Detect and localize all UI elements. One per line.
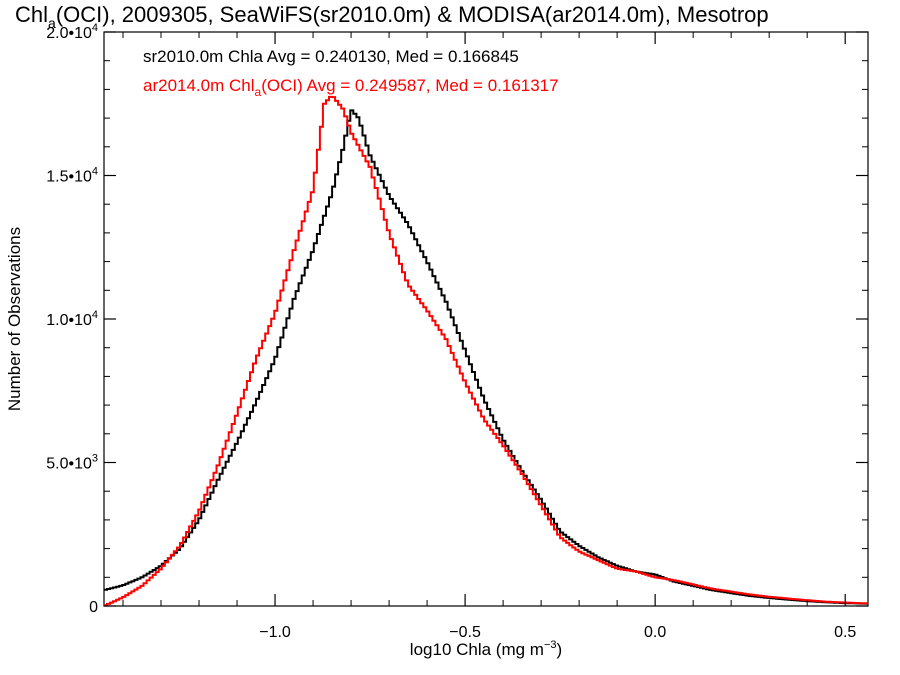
x-axis-label: log10 Chla (mg m−3) [410, 639, 562, 659]
legend-entry: ar2014.0m Chla(OCI) Avg = 0.249587, Med … [143, 76, 559, 99]
plot-area [103, 31, 869, 607]
y-tick-label: 1.0•104 [46, 309, 98, 329]
x-tick-label: −1.0 [259, 624, 291, 641]
series-line-2 [104, 95, 869, 607]
plot-frame [103, 31, 869, 607]
y-axis-label: Number of Observations [5, 227, 24, 411]
x-tick-label: 0.5 [834, 624, 856, 641]
series-line-1 [104, 109, 869, 605]
y-tick-label: 1.5•104 [46, 166, 98, 186]
y-tick-label: 2.0•104 [46, 22, 98, 42]
ticks-layer: −1.0 −0.5 0.0 0.5 0 5.0•103 1.0•104 1.5•104 2.0•… [46, 22, 868, 641]
legend: sr2010.0m Chla Avg = 0.240130, Med = 0.1… [143, 47, 559, 99]
series-layer [104, 95, 869, 607]
chart-title: Chla(OCI), 2009305, SeaWiFS(sr2010.0m) &… [15, 2, 769, 31]
x-tick-label: −0.5 [449, 624, 481, 641]
x-tick-label: 0.0 [644, 624, 666, 641]
legend-entry: sr2010.0m Chla Avg = 0.240130, Med = 0.1… [143, 47, 519, 66]
y-tick-label: 0 [89, 599, 98, 616]
y-tick-label: 5.0•103 [46, 453, 98, 473]
